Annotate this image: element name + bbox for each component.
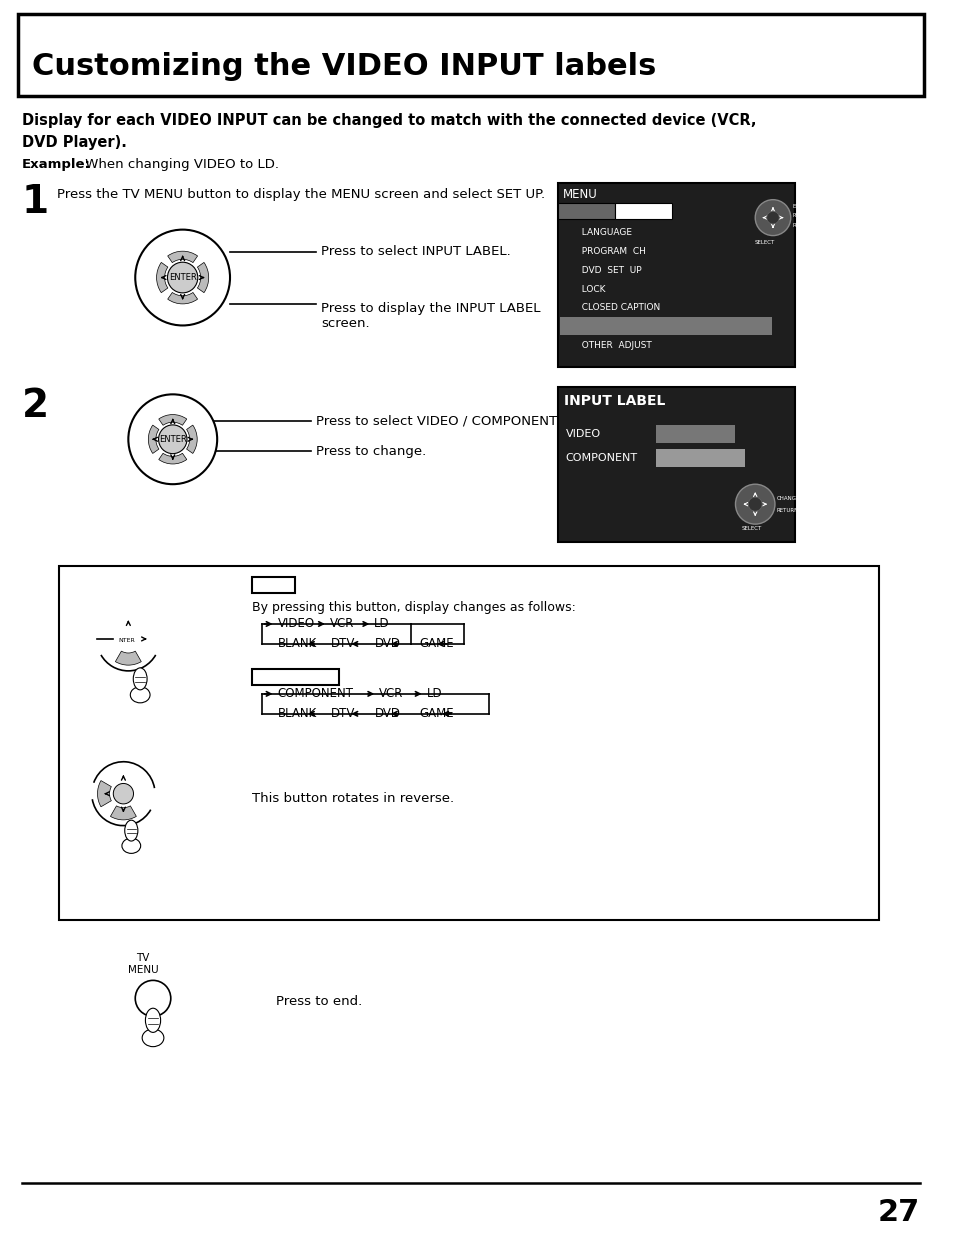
Bar [656,425,735,443]
Text: 27: 27 [877,1198,919,1228]
Text: Press to select INPUT LABEL.: Press to select INPUT LABEL. [320,245,510,258]
Text: RETURN: RETURN [776,508,799,514]
Circle shape [755,200,790,236]
Text: VIDEO: VIDEO [679,430,711,440]
Text: COMPONENT: COMPONENT [671,453,729,463]
Bar [558,203,615,219]
Ellipse shape [133,668,147,690]
Text: VIDEO: VIDEO [277,618,314,630]
Text: TV
MENU: TV MENU [128,953,158,974]
Circle shape [735,484,774,524]
Text: DVD  SET  UP: DVD SET UP [575,266,640,274]
Bar [559,317,771,336]
Text: This button rotates in reverse.: This button rotates in reverse. [252,792,454,805]
Circle shape [129,394,217,484]
Wedge shape [115,651,141,666]
Text: LOCK: LOCK [575,284,604,294]
Wedge shape [168,293,197,304]
Text: ADJUST: ADJUST [569,206,602,215]
Text: VIDEO: VIDEO [253,578,294,592]
Circle shape [766,211,779,224]
Text: Press to end.: Press to end. [276,995,362,1008]
Text: DVD: DVD [375,708,400,720]
Text: Customizing the VIDEO INPUT labels: Customizing the VIDEO INPUT labels [31,52,656,82]
Text: Press to display the INPUT LABEL: Press to display the INPUT LABEL [320,303,539,315]
Wedge shape [187,425,197,453]
Ellipse shape [122,839,140,853]
Text: VCR: VCR [378,688,403,700]
Ellipse shape [142,1029,164,1046]
Text: screen.: screen. [320,317,369,331]
Text: SELECT: SELECT [754,240,775,245]
Text: ENTER: ENTER [169,273,196,282]
Text: DVD Player).: DVD Player). [22,135,127,149]
Text: COMPONENT: COMPONENT [277,688,353,700]
Text: RETURN: RETURN [792,222,814,227]
Text: Display for each VIDEO INPUT can be changed to match with the connected device (: Display for each VIDEO INPUT can be chan… [22,112,756,127]
Text: 1: 1 [22,183,49,221]
Text: DVD: DVD [375,637,400,651]
Text: PAGE: PAGE [792,212,806,217]
Text: VCR: VCR [330,618,354,630]
Text: ENTEI: ENTEI [113,793,130,798]
Circle shape [135,981,171,1016]
Text: When changing VIDEO to LD.: When changing VIDEO to LD. [81,158,278,170]
Bar [252,669,338,685]
Text: INPUT  LABEL: INPUT LABEL [575,322,641,331]
Text: VIDEO: VIDEO [565,430,600,440]
Text: MENU: MENU [562,188,597,201]
Wedge shape [158,453,187,464]
Circle shape [747,498,761,511]
Circle shape [168,262,197,293]
Text: ENTER: ENTER [159,435,187,443]
Text: GAME: GAME [419,637,454,651]
Text: 2: 2 [22,388,49,425]
Circle shape [113,783,133,804]
Text: NTER: NTER [118,638,134,643]
Text: PROGRAM  CH: PROGRAM CH [575,247,645,256]
Text: GAME: GAME [419,708,454,720]
Ellipse shape [145,1008,160,1032]
Text: BLANK: BLANK [277,708,316,720]
Text: Press to change.: Press to change. [315,445,426,458]
Bar [252,577,294,593]
Text: CLOSED CAPTION: CLOSED CAPTION [575,304,659,312]
Ellipse shape [131,687,150,703]
Text: LD: LD [374,618,390,630]
Text: COMPONENT: COMPONENT [565,453,638,463]
Wedge shape [156,262,168,293]
Wedge shape [168,251,197,263]
Text: INPUT LABEL: INPUT LABEL [563,394,664,409]
Text: BLANK: BLANK [277,637,316,651]
Circle shape [158,425,187,453]
Circle shape [135,230,230,326]
Text: Press to select VIDEO / COMPONENT menu.: Press to select VIDEO / COMPONENT menu. [315,415,603,427]
Text: LD: LD [426,688,441,700]
Text: LANGUAGE: LANGUAGE [575,227,631,237]
Text: By pressing this button, display changes as follows:: By pressing this button, display changes… [252,601,575,614]
Wedge shape [111,806,136,820]
Text: COMPONENT: COMPONENT [253,671,337,683]
Text: SELECT: SELECT [740,526,760,531]
Bar [59,566,878,920]
Text: ENTER: ENTER [792,204,810,209]
Text: CHANGE: CHANGE [776,496,800,501]
Text: Example:: Example: [22,158,91,170]
Ellipse shape [125,820,138,841]
Wedge shape [97,781,112,806]
Text: OTHER  ADJUST: OTHER ADJUST [575,341,651,351]
Text: DTV: DTV [331,708,355,720]
Wedge shape [148,425,159,453]
Wedge shape [158,415,187,425]
Text: Press the TV MENU button to display the MENU screen and select SET UP.: Press the TV MENU button to display the … [57,188,545,201]
Wedge shape [197,262,209,293]
Bar [656,450,744,467]
Bar [558,183,794,367]
Bar [18,14,923,96]
Bar [615,203,672,219]
Text: SET UP: SET UP [625,206,661,215]
Bar [558,388,794,542]
Text: DTV: DTV [331,637,355,651]
